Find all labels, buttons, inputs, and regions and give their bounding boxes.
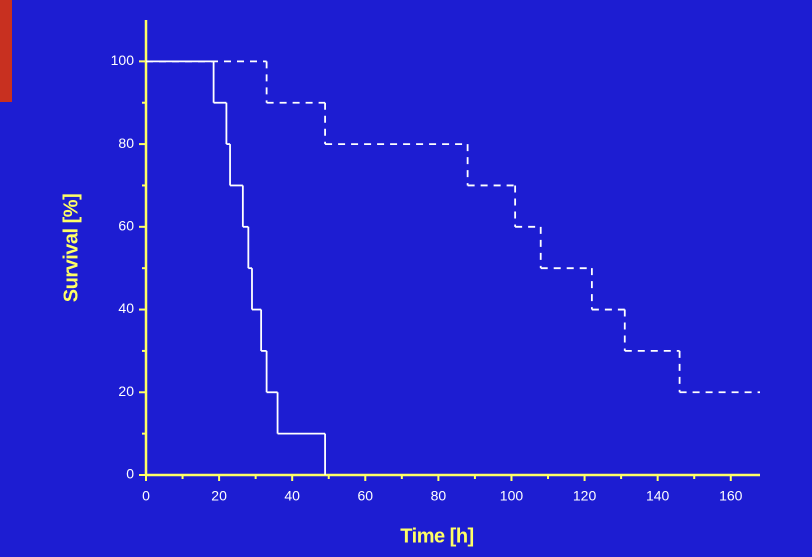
y-axis-title: Survival [%] (60, 194, 82, 302)
y-tick-label: 80 (118, 135, 134, 151)
x-tick-label: 0 (142, 488, 150, 504)
y-tick-label: 20 (118, 383, 134, 399)
edge-fragment (0, 0, 12, 102)
x-tick-label: 100 (500, 488, 524, 504)
x-tick-label: 40 (284, 488, 300, 504)
x-tick-label: 140 (646, 488, 670, 504)
x-tick-label: 120 (573, 488, 597, 504)
y-tick-label: 100 (111, 52, 135, 68)
x-tick-label: 80 (431, 488, 447, 504)
y-tick-label: 60 (118, 218, 134, 234)
x-axis-title: Time [h] (400, 525, 473, 547)
x-tick-label: 160 (719, 488, 743, 504)
x-tick-label: 20 (211, 488, 227, 504)
x-tick-label: 60 (357, 488, 373, 504)
y-tick-label: 0 (126, 466, 134, 482)
y-tick-label: 40 (118, 300, 134, 316)
